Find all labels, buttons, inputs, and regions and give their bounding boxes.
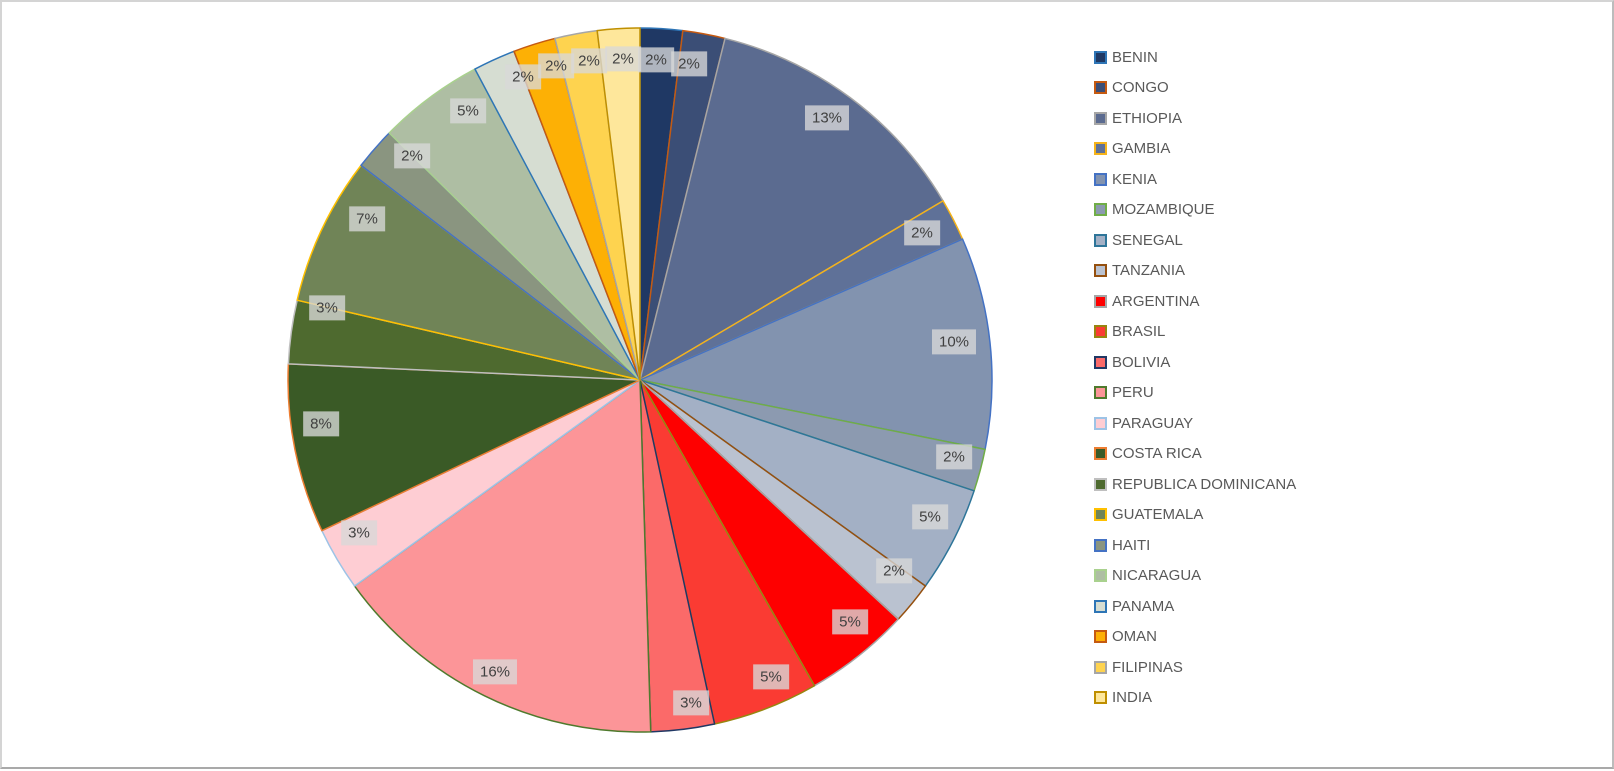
legend-label: INDIA: [1112, 689, 1153, 707]
pie-slice-costa-rica[interactable]: [287, 363, 641, 532]
legend-label: PERU: [1112, 384, 1154, 402]
legend-label: ETHIOPIA: [1112, 109, 1183, 127]
legend-label: COSTA RICA: [1112, 445, 1202, 463]
legend-label: NICARAGUA: [1112, 567, 1202, 585]
legend-swatch-paraguay: [1094, 416, 1107, 430]
legend-item-gambia[interactable]: GAMBIA: [1094, 134, 1296, 165]
legend-label: BOLIVIA: [1112, 353, 1171, 371]
legend-label: REPUBLICA DOMINICANA: [1112, 475, 1297, 493]
legend-label: KENIA: [1112, 170, 1158, 188]
legend-swatch-argentina: [1094, 294, 1107, 308]
legend-label: OMAN: [1112, 628, 1157, 646]
legend-swatch-india: [1094, 691, 1107, 705]
legend-swatch-gambia: [1094, 142, 1107, 156]
pie-slice-ethiopia[interactable]: [639, 37, 944, 381]
legend-swatch-nicaragua: [1094, 569, 1107, 583]
legend-item-haiti[interactable]: HAITI: [1094, 530, 1296, 561]
legend-swatch-panama: [1094, 599, 1107, 613]
legend-swatch-costa-rica: [1094, 447, 1107, 461]
legend-item-nicaragua[interactable]: NICARAGUA: [1094, 561, 1296, 592]
legend-label: BRASIL: [1112, 323, 1166, 341]
legend-swatch-oman: [1094, 630, 1107, 644]
legend-item-argentina[interactable]: ARGENTINA: [1094, 286, 1296, 317]
legend-item-peru[interactable]: PERU: [1094, 378, 1296, 409]
legend-item-guatemala[interactable]: GUATEMALA: [1094, 500, 1296, 531]
legend-swatch-mozambique: [1094, 203, 1107, 217]
legend-swatch-brasil: [1094, 325, 1107, 339]
legend-swatch-benin: [1094, 50, 1107, 64]
legend-swatch-tanzania: [1094, 264, 1107, 278]
legend-label: MOZAMBIQUE: [1112, 201, 1215, 219]
legend-item-brasil[interactable]: BRASIL: [1094, 317, 1296, 348]
legend-item-tanzania[interactable]: TANZANIA: [1094, 256, 1296, 287]
legend-item-ethiopia[interactable]: ETHIOPIA: [1094, 103, 1296, 134]
pie-slice-peru[interactable]: [353, 379, 652, 733]
legend-label: CONGO: [1112, 79, 1169, 97]
legend-item-senegal[interactable]: SENEGAL: [1094, 225, 1296, 256]
legend-item-mozambique[interactable]: MOZAMBIQUE: [1094, 195, 1296, 226]
legend-label: PANAMA: [1112, 597, 1175, 615]
legend-swatch-haiti: [1094, 538, 1107, 552]
legend-item-oman[interactable]: OMAN: [1094, 622, 1296, 653]
legend-label: PARAGUAY: [1112, 414, 1194, 432]
legend-item-bolivia[interactable]: BOLIVIA: [1094, 347, 1296, 378]
legend-item-filipinas[interactable]: FILIPINAS: [1094, 652, 1296, 683]
pie-slice-kenia[interactable]: [639, 238, 993, 451]
legend-item-benin[interactable]: BENIN: [1094, 42, 1296, 73]
legend-swatch-congo: [1094, 81, 1107, 95]
legend-item-costa-rica[interactable]: COSTA RICA: [1094, 439, 1296, 470]
legend-label: SENEGAL: [1112, 231, 1183, 249]
legend-item-panama[interactable]: PANAMA: [1094, 591, 1296, 622]
legend-label: FILIPINAS: [1112, 658, 1183, 676]
legend-label: BENIN: [1112, 48, 1158, 66]
legend-swatch-guatemala: [1094, 508, 1107, 522]
pie-slice-india[interactable]: [596, 27, 641, 381]
legend-item-kenia[interactable]: KENIA: [1094, 164, 1296, 195]
legend-item-congo[interactable]: CONGO: [1094, 73, 1296, 104]
chart-legend: BENIN CONGO ETHIOPIA GAMBIA KENIA MOZAMBIQUE S…: [1094, 42, 1296, 713]
legend-swatch-filipinas: [1094, 660, 1107, 674]
legend-swatch-republica-dominicana: [1094, 477, 1107, 491]
legend-label: GAMBIA: [1112, 140, 1171, 158]
legend-item-india[interactable]: INDIA: [1094, 683, 1296, 714]
legend-swatch-senegal: [1094, 233, 1107, 247]
legend-item-paraguay[interactable]: PARAGUAY: [1094, 408, 1296, 439]
legend-label: TANZANIA: [1112, 262, 1186, 280]
legend-label: HAITI: [1112, 536, 1151, 554]
legend-label: GUATEMALA: [1112, 506, 1204, 524]
legend-swatch-bolivia: [1094, 355, 1107, 369]
legend-swatch-kenia: [1094, 172, 1107, 186]
legend-swatch-ethiopia: [1094, 111, 1107, 125]
legend-label: ARGENTINA: [1112, 292, 1200, 310]
legend-swatch-peru: [1094, 386, 1107, 400]
legend-item-republica-dominicana[interactable]: REPUBLICA DOMINICANA: [1094, 469, 1296, 500]
